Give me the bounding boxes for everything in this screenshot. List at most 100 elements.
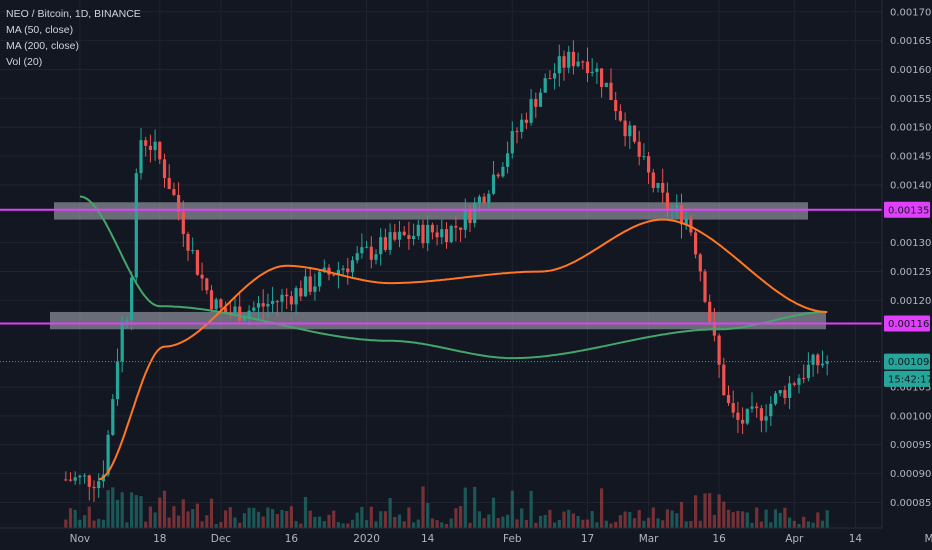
volume-bar — [473, 486, 477, 528]
candle-body — [313, 286, 317, 292]
volume-bar — [524, 519, 528, 528]
volume-bar — [520, 508, 524, 528]
volume-bar — [280, 509, 284, 528]
candle-body — [440, 229, 444, 238]
candle-body — [158, 141, 162, 160]
candle-body — [308, 276, 312, 292]
x-tick-label: 2020 — [353, 533, 380, 545]
volume-bar — [661, 520, 665, 528]
volume-bar — [125, 522, 129, 528]
volume-bar — [130, 492, 134, 528]
candle-body — [792, 383, 796, 385]
volume-legend[interactable]: Vol (20) — [6, 56, 43, 68]
volume-bar — [412, 522, 416, 528]
volume-bar — [736, 511, 740, 528]
volume-bar — [487, 514, 491, 528]
volume-bar — [426, 503, 430, 528]
price-tag-bg — [884, 201, 930, 218]
volume-bar — [134, 495, 138, 528]
volume-bar — [303, 496, 308, 528]
time-axis[interactable]: Nov 18 Dec 16 2020 14 Feb 17 Mar 16 Apr 14 May — [0, 527, 932, 545]
volume-bar — [825, 510, 829, 528]
volume-bar — [430, 518, 434, 528]
volume-bar — [562, 511, 566, 528]
volume-bar — [694, 495, 698, 528]
candle-body — [444, 229, 449, 243]
volume-bar — [87, 506, 91, 528]
x-tick-label: 14 — [849, 533, 863, 545]
candle-body — [247, 310, 251, 318]
zone-rect — [54, 202, 808, 220]
candle-body — [144, 140, 148, 146]
volume-bar — [477, 511, 481, 528]
candle-body — [487, 193, 491, 203]
volume-bar — [764, 509, 768, 528]
volume-bar — [444, 523, 449, 528]
volume-bar — [115, 499, 120, 528]
candle-body — [595, 68, 599, 72]
candle-body — [708, 301, 712, 322]
candle-body — [172, 189, 176, 195]
x-tick-label: Apr — [785, 533, 804, 545]
volume-bar — [144, 521, 148, 528]
volume-bar — [224, 510, 228, 528]
candle-body — [412, 236, 416, 240]
candle-body — [515, 131, 519, 133]
candle-body — [73, 477, 77, 481]
volume-bar — [585, 519, 590, 528]
candle-body — [477, 196, 481, 203]
candle-body — [553, 73, 557, 79]
volume-bar — [78, 519, 82, 528]
volume-bar — [228, 507, 232, 528]
candle-body — [802, 378, 806, 380]
candle-body — [520, 119, 524, 132]
candle-body — [778, 390, 782, 394]
candle-body — [731, 403, 735, 413]
candle-body — [463, 209, 467, 230]
volume-bar — [416, 519, 420, 528]
x-tick-label: 14 — [421, 533, 435, 545]
candle-body — [252, 307, 256, 311]
ma50-legend[interactable]: MA (50, close) — [6, 24, 74, 36]
volume-bar — [816, 512, 820, 528]
candle-body — [529, 99, 533, 123]
volume-bar — [543, 515, 547, 528]
candle-body — [741, 419, 745, 424]
candle-body — [153, 141, 157, 151]
ma200-legend[interactable]: MA (200, close) — [6, 40, 79, 52]
volume-bar — [271, 509, 275, 528]
volume-bar — [618, 515, 622, 528]
volume-bar — [506, 514, 510, 528]
candle-body — [379, 237, 383, 255]
volume-bar — [148, 506, 152, 528]
volume-bar — [195, 503, 199, 528]
volume-bar — [111, 487, 115, 528]
volume-bar — [139, 496, 143, 528]
candle-body — [374, 254, 378, 260]
volume-bar — [778, 512, 782, 528]
candle-body — [87, 475, 91, 487]
volume-bar — [397, 514, 402, 528]
volume-bar — [468, 522, 472, 528]
volume-bar — [759, 521, 763, 528]
candle-body — [703, 271, 707, 302]
candle-body — [200, 274, 204, 279]
candle-body — [83, 475, 87, 477]
symbol-title[interactable]: NEO / Bitcoin, 1D, BINANCE — [6, 8, 141, 20]
price-tag-bg — [884, 370, 930, 387]
volume-bar — [788, 517, 792, 528]
volume-bar — [675, 513, 679, 528]
volume-bar — [294, 520, 298, 528]
candle-body — [106, 434, 110, 475]
candle-body — [332, 274, 336, 276]
volume-bar — [717, 494, 721, 528]
price-tags: 0.001357 0.001160 0.001094 15:42:17 — [884, 201, 932, 387]
volume-bar — [365, 520, 369, 528]
